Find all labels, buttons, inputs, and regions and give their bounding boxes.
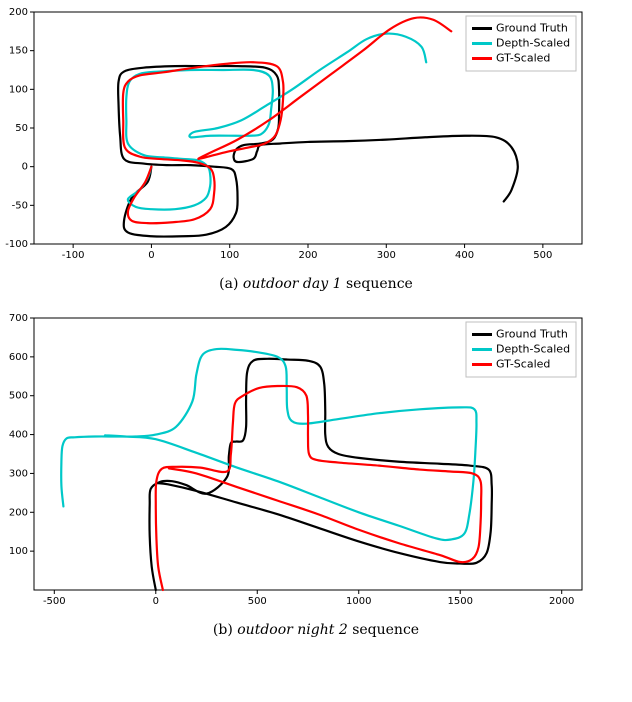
figure-a-caption: (a) outdoor day 1 sequence [0, 276, 632, 292]
svg-text:500: 500 [533, 250, 552, 261]
svg-text:300: 300 [377, 250, 396, 261]
figure-b-caption: (b) outdoor night 2 sequence [0, 622, 632, 638]
svg-text:-500: -500 [43, 596, 66, 607]
svg-text:2000: 2000 [549, 596, 574, 607]
svg-text:400: 400 [455, 250, 474, 261]
svg-text:500: 500 [9, 391, 28, 402]
figure-b-plot: -500 0 500 1000 1500 2000 100 200 300 400 500 600 70… [0, 312, 632, 612]
svg-text:500: 500 [248, 596, 267, 607]
svg-text:-100: -100 [5, 239, 28, 250]
series-depth-scaled [126, 34, 426, 210]
legend-label: GT-Scaled [496, 358, 550, 371]
figure-b-svg: -500 0 500 1000 1500 2000 100 200 300 400 500 600 70… [0, 312, 590, 612]
svg-text:-100: -100 [62, 250, 85, 261]
svg-text:300: 300 [9, 468, 28, 479]
svg-text:100: 100 [9, 84, 28, 95]
legend-label: GT-Scaled [496, 52, 550, 65]
figure-a: -100 0 100 200 300 400 500 -100 -50 0 50 100 150 200 G… [0, 0, 632, 292]
svg-text:-50: -50 [12, 200, 28, 211]
svg-text:0: 0 [148, 250, 154, 261]
series-gt-scaled [123, 17, 451, 223]
svg-text:600: 600 [9, 352, 28, 363]
svg-text:400: 400 [9, 430, 28, 441]
svg-text:100: 100 [220, 250, 239, 261]
series-ground-truth [118, 66, 518, 237]
figure-b-caption-label: (b) [213, 622, 233, 638]
series-gt-scaled [156, 386, 482, 590]
figure-b-caption-seq: outdoor night 2 [237, 622, 348, 638]
svg-text:700: 700 [9, 313, 28, 324]
svg-text:0: 0 [153, 596, 159, 607]
svg-text:200: 200 [9, 7, 28, 18]
legend-label: Ground Truth [496, 328, 568, 341]
figure-b-caption-suffix: sequence [348, 622, 419, 638]
figure-a-caption-suffix: sequence [342, 276, 413, 292]
figure-a-caption-seq: outdoor day 1 [243, 276, 342, 292]
figure-a-plot: -100 0 100 200 300 400 500 -100 -50 0 50 100 150 200 G… [0, 6, 632, 266]
figure-a-svg: -100 0 100 200 300 400 500 -100 -50 0 50 100 150 200 G… [0, 6, 590, 266]
svg-text:100: 100 [9, 546, 28, 557]
svg-text:200: 200 [9, 507, 28, 518]
legend-label: Ground Truth [496, 22, 568, 35]
svg-text:150: 150 [9, 46, 28, 57]
legend-label: Depth-Scaled [496, 37, 570, 50]
svg-text:0: 0 [22, 162, 28, 173]
legend-label: Depth-Scaled [496, 343, 570, 356]
figure-b: -500 0 500 1000 1500 2000 100 200 300 400 500 600 70… [0, 304, 632, 638]
svg-text:200: 200 [298, 250, 317, 261]
svg-text:50: 50 [15, 123, 28, 134]
svg-text:1000: 1000 [346, 596, 371, 607]
svg-text:1500: 1500 [447, 596, 472, 607]
figure-a-caption-label: (a) [219, 276, 238, 292]
